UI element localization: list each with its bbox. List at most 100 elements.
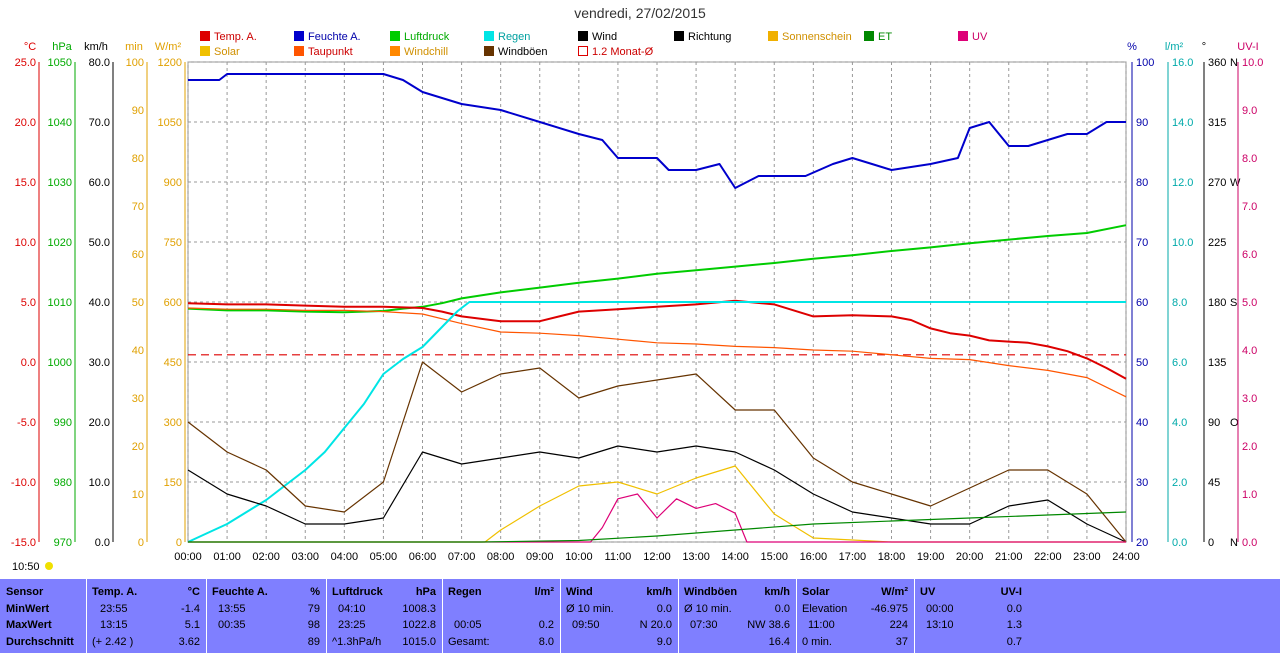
legend-item: Solar xyxy=(200,46,240,58)
stats-row-label: Durchschnitt xyxy=(6,636,74,648)
right-axis-tick: 0 xyxy=(1208,537,1214,549)
right-axis-tick: 180 xyxy=(1208,297,1226,309)
series-line-solar xyxy=(188,465,1126,543)
series-line-temp-a xyxy=(187,299,1127,380)
stats-solar-avg: 37 xyxy=(895,636,908,648)
right-axis-tick: 70 xyxy=(1136,237,1148,249)
left-axis-unit: °C xyxy=(24,41,36,53)
left-axis-unit: W/m² xyxy=(155,41,182,53)
right-axis-tick: 45 xyxy=(1208,477,1220,489)
stats-uv-min-time: 00:00 xyxy=(926,603,954,615)
stats-uv-max-time: 13:10 xyxy=(926,619,954,631)
stats-press-trend: ^1.3hPa/h xyxy=(332,636,382,648)
right-axis-tick: 10.0 xyxy=(1242,57,1263,69)
stats-wind-max-time: 09:50 xyxy=(572,619,600,631)
x-tick-label: 21:00 xyxy=(995,551,1023,563)
x-tick-label: 20:00 xyxy=(956,551,984,563)
left-axis-tick: 0 xyxy=(138,537,144,549)
left-axis-tick: -15.0 xyxy=(11,537,36,549)
left-axis-tick: 90 xyxy=(132,105,144,117)
left-axis-tick: 0.0 xyxy=(95,537,110,549)
stats-gust-min-time: Ø 10 min. xyxy=(684,603,732,615)
right-axis-tick: 0.0 xyxy=(1172,537,1187,549)
stats-divider xyxy=(914,579,915,653)
x-tick-label: 24:00 xyxy=(1112,551,1140,563)
left-axis-tick: 70 xyxy=(132,201,144,213)
right-axis-tick: 10.0 xyxy=(1172,237,1193,249)
sun-marker-icon xyxy=(44,562,53,570)
stats-solar-max: 224 xyxy=(889,619,908,631)
x-tick-label: 03:00 xyxy=(291,551,319,563)
left-axis-tick: 25.0 xyxy=(15,57,36,69)
compass-label: N xyxy=(1230,537,1238,549)
x-tick-label: 04:00 xyxy=(331,551,359,563)
x-tick-label: 16:00 xyxy=(800,551,828,563)
legend-label: UV xyxy=(972,31,988,43)
x-tick-label: 19:00 xyxy=(917,551,945,563)
stats-gust-min: 0.0 xyxy=(774,603,790,615)
legend-item: 1.2 Monat-Ø xyxy=(578,46,653,58)
left-axis-tick: 20 xyxy=(132,441,144,453)
stats-panel: Sensor Temp. A. °C Feuchte A. % Luftdruc… xyxy=(0,579,1280,653)
left-axis-tick: 50 xyxy=(132,297,144,309)
stats-uv-max: 1.3 xyxy=(1006,619,1022,631)
x-tick-label: 15:00 xyxy=(760,551,788,563)
legend-label: Taupunkt xyxy=(308,46,353,58)
right-axis-tick: 14.0 xyxy=(1172,117,1193,129)
right-axis-tick: 4.0 xyxy=(1172,417,1187,429)
stats-header-solar-unit: W/m² xyxy=(881,586,908,598)
legend-label: Sonnenschein xyxy=(782,31,852,43)
legend-item: UV xyxy=(958,31,987,43)
stats-temp-avg: 3.62 xyxy=(178,636,200,648)
right-axis-tick: 100 xyxy=(1136,57,1154,69)
stats-rain-max: 0.2 xyxy=(538,619,554,631)
left-axis-tick: 0 xyxy=(176,537,182,549)
left-axis-tick: 5.0 xyxy=(21,297,36,309)
stats-header-uv-unit: UV-I xyxy=(1000,586,1022,598)
compass-label: O xyxy=(1230,417,1239,429)
legend-label: 1.2 Monat-Ø xyxy=(592,46,654,58)
stats-header-humidity: Feuchte A. xyxy=(212,586,268,598)
x-tick-label: 08:00 xyxy=(487,551,515,563)
compass-label: N xyxy=(1230,57,1238,69)
legend-swatch xyxy=(390,46,400,56)
right-axis-unit: ° xyxy=(1202,41,1206,53)
right-axis-tick: 8.0 xyxy=(1172,297,1187,309)
x-tick-label: 01:00 xyxy=(213,551,241,563)
x-tick-label: 18:00 xyxy=(878,551,906,563)
series-line-taupunkt xyxy=(187,307,1127,398)
left-axis-tick: 750 xyxy=(164,237,182,249)
legend-item: Wind xyxy=(578,31,617,43)
legend-item: Luftdruck xyxy=(390,31,449,43)
right-axis-tick: 5.0 xyxy=(1242,297,1257,309)
series-line-feuchte-a xyxy=(188,73,1126,189)
legend-item: Windböen xyxy=(484,46,548,58)
right-axis-tick: 8.0 xyxy=(1242,153,1257,165)
x-tick-label: 00:00 xyxy=(174,551,202,563)
time-marker-label: 10:50 xyxy=(12,561,40,573)
legend-swatch xyxy=(390,31,400,41)
left-axis-tick: 150 xyxy=(164,477,182,489)
x-tick-label: 07:00 xyxy=(448,551,476,563)
left-axis-tick: 20.0 xyxy=(15,117,36,129)
left-axis-tick: 40 xyxy=(132,345,144,357)
stats-gust-avg: 16.4 xyxy=(768,636,790,648)
legend-swatch xyxy=(578,46,588,56)
stats-wind-max: N 20.0 xyxy=(639,619,672,631)
legend-item: Regen xyxy=(484,31,530,43)
right-axis-unit: l/m² xyxy=(1165,41,1184,53)
stats-row-label: MaxWert xyxy=(6,619,52,631)
stats-solar-min-time: Elevation xyxy=(802,603,848,615)
stats-rain-max-time: 00:05 xyxy=(454,619,482,631)
right-axis-tick: 1.0 xyxy=(1242,489,1257,501)
stats-solar-min: -46.975 xyxy=(870,603,908,615)
x-tick-label: 06:00 xyxy=(409,551,437,563)
left-axis-tick: 15.0 xyxy=(15,177,36,189)
stats-uv-avg: 0.7 xyxy=(1006,636,1022,648)
left-axis-tick: 70.0 xyxy=(89,117,110,129)
left-axis-tick: 10.0 xyxy=(89,477,110,489)
x-tick-label: 17:00 xyxy=(839,551,867,563)
stats-header-temp: Temp. A. xyxy=(92,586,138,598)
stats-header-rain-unit: l/m² xyxy=(534,586,554,598)
stats-hum-min-time: 13:55 xyxy=(218,603,246,615)
